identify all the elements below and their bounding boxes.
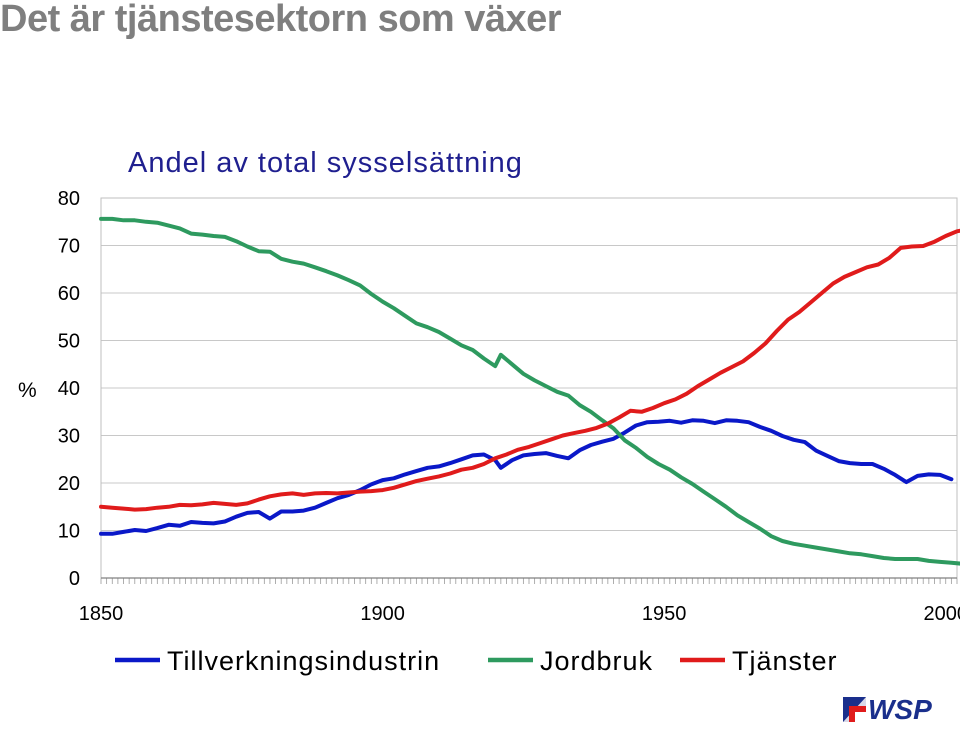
y-axis-label: %: [18, 379, 37, 402]
series-lines: [99, 216, 960, 566]
y-tick-label-30: 30: [58, 426, 80, 448]
legend-label-Jordbruk: Jordbruk: [540, 646, 653, 676]
x-tick-label-1950: 1950: [642, 603, 687, 625]
axes: [100, 197, 958, 579]
legend-label-Tillverkningsindustrin: Tillverkningsindustrin: [167, 646, 440, 676]
series-line-Jordbruk: [99, 216, 960, 566]
wsp-logo: WSP: [843, 694, 932, 725]
x-tick-label-2000: 2000: [923, 603, 960, 625]
x-minor-ticks: [100, 578, 958, 584]
y-tick-label-50: 50: [58, 331, 80, 353]
series-line-Tjänster: [99, 228, 960, 512]
legend-label-Tjänster: Tjänster: [732, 646, 838, 676]
x-tick-label-1850: 1850: [79, 603, 124, 625]
legend: Tillverkningsindustrin Jordbruk Tjänster: [115, 646, 838, 676]
x-tick-labels: 1850 1900 1950 2000: [79, 603, 960, 625]
wsp-logo-mark-icon: [843, 697, 866, 722]
wsp-logo-text: WSP: [868, 694, 932, 725]
y-tick-label-40: 40: [58, 378, 80, 400]
y-tick-label-0: 0: [69, 568, 80, 590]
gridlines: [101, 197, 957, 531]
y-tick-label-80: 80: [58, 188, 80, 210]
x-tick-label-1900: 1900: [360, 603, 405, 625]
slide-title: Det är tjänstesektorn som växer: [0, 0, 562, 40]
chart-title: Andel av total sysselsättning: [128, 147, 523, 179]
series-line-Tillverkningsindustrin: [99, 418, 954, 536]
y-tick-labels: 0 10 20 30 40 50 60 70 80: [58, 188, 80, 590]
y-tick-label-10: 10: [58, 521, 80, 543]
y-tick-label-70: 70: [58, 236, 80, 258]
y-tick-label-20: 20: [58, 473, 80, 495]
y-tick-label-60: 60: [58, 283, 80, 305]
